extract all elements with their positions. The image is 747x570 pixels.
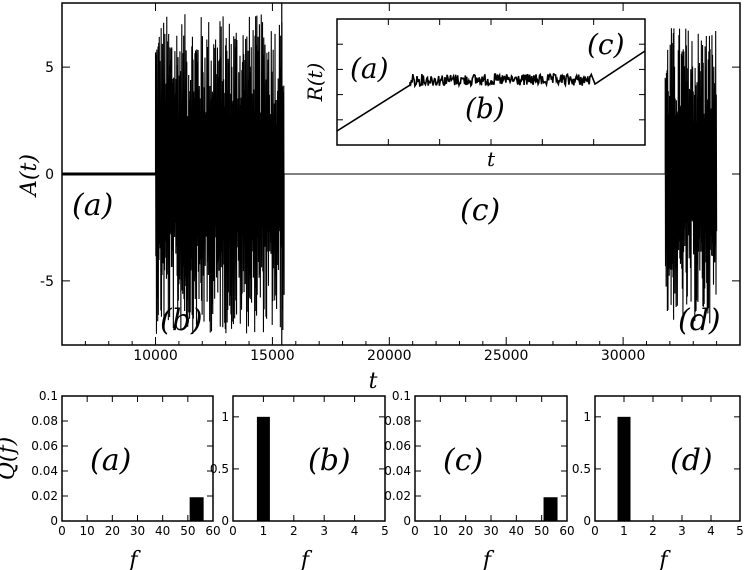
bar-chart-d: 0 1 2 3 4 5 0 0.5 1 f (d) bbox=[572, 395, 744, 570]
bar-x-tick-label: 30 bbox=[483, 524, 498, 538]
main-chart: 10000 15000 20000 25000 30000 5 0 -5 t A(t) (a) (b)… bbox=[17, 2, 741, 394]
inset-annotation-b: (b) bbox=[465, 92, 505, 125]
bar-x-tick-label: 4 bbox=[707, 524, 715, 538]
bar-x-tick-label: 5 bbox=[736, 524, 744, 538]
inset-annotation-a: (a) bbox=[350, 52, 389, 85]
annotation-d: (d) bbox=[678, 303, 721, 338]
bar-annotation: (c) bbox=[443, 443, 483, 478]
bar-x-tick-label: 1 bbox=[620, 524, 628, 538]
bar-y-tick-label: 0.08 bbox=[384, 414, 411, 428]
signal-line bbox=[62, 14, 718, 335]
bar-x-tick-label: 20 bbox=[105, 524, 120, 538]
bar-x-tick-label: 40 bbox=[155, 524, 170, 538]
bar-y-tick-label: 0 bbox=[50, 514, 58, 528]
bar-plot-frame bbox=[232, 395, 386, 522]
bar-annotation: (b) bbox=[308, 443, 351, 478]
annotation-c: (c) bbox=[460, 193, 500, 228]
x-tick-label: 25000 bbox=[484, 348, 529, 364]
bar-y-tick-label: 0.04 bbox=[31, 464, 58, 478]
inset-signal-line bbox=[336, 50, 646, 132]
x-tick-label: 10000 bbox=[133, 348, 178, 364]
bar-x-axis-label: f bbox=[127, 548, 141, 570]
bar-y-tick-label: 0 bbox=[403, 514, 411, 528]
inset-y-axis-label: R(t) bbox=[303, 63, 327, 103]
bar-y-tick-label: 0.5 bbox=[572, 462, 591, 476]
bar-x-tick-label: 2 bbox=[649, 524, 657, 538]
bar-y-tick-label: 1 bbox=[221, 410, 229, 424]
bar-x-tick-label: 60 bbox=[205, 524, 220, 538]
bar-x-tick-label: 50 bbox=[534, 524, 549, 538]
bar-chart-c: 0 10 20 30 40 50 60 0 0.02 0.04 0.06 0.08 0.1 f (c) bbox=[384, 389, 574, 570]
bar-y-tick-label: 0.02 bbox=[31, 489, 58, 503]
bar-y-tick-label: 1 bbox=[583, 410, 591, 424]
bar-annotation: (a) bbox=[90, 443, 131, 478]
bar-chart-a: 0 10 20 30 40 50 60 0 0.02 0.04 0.06 0.08 0.1 f Q(f) (a… bbox=[0, 389, 221, 570]
bar-x-tick-label: 0 bbox=[411, 524, 419, 538]
inset-x-axis-label: t bbox=[487, 147, 496, 171]
bar-y-tick-label: 0.04 bbox=[384, 464, 411, 478]
y-tick-label: -5 bbox=[40, 274, 54, 290]
bar-y-tick-label: 0.06 bbox=[31, 439, 58, 453]
bar bbox=[189, 497, 204, 521]
bar-x-tick-label: 4 bbox=[351, 524, 359, 538]
x-axis-label: t bbox=[369, 369, 378, 394]
bar-y-tick-label: 0.06 bbox=[384, 439, 411, 453]
y-tick-label: 0 bbox=[45, 167, 54, 183]
bar-x-axis-label: f bbox=[657, 548, 671, 570]
bar-x-tick-label: 3 bbox=[678, 524, 686, 538]
bar-annotation: (d) bbox=[670, 443, 713, 478]
bar-x-tick-label: 0 bbox=[591, 524, 599, 538]
x-tick-label: 30000 bbox=[601, 348, 646, 364]
bar-y-tick-label: 0.1 bbox=[39, 389, 58, 403]
inset-chart: t R(t) (a) (b) (c) bbox=[303, 18, 646, 171]
bar-y-tick-label: 0.02 bbox=[384, 489, 411, 503]
bar bbox=[617, 416, 631, 521]
bar-x-tick-label: 0 bbox=[58, 524, 66, 538]
bar-x-tick-label: 10 bbox=[80, 524, 95, 538]
bar-x-tick-label: 50 bbox=[180, 524, 195, 538]
bar-x-tick-label: 60 bbox=[559, 524, 574, 538]
bar-plot-frame bbox=[594, 395, 741, 522]
bar-x-tick-label: 0 bbox=[229, 524, 237, 538]
bar bbox=[543, 497, 558, 521]
bar-y-tick-label: 0 bbox=[221, 514, 229, 528]
x-tick-label: 15000 bbox=[250, 348, 295, 364]
bar-x-tick-label: 2 bbox=[290, 524, 298, 538]
bar-x-tick-label: 30 bbox=[130, 524, 145, 538]
bar-x-axis-label: f bbox=[481, 548, 495, 570]
y-axis-label: A(t) bbox=[17, 154, 42, 198]
bar bbox=[256, 416, 270, 521]
bar-x-tick-label: 40 bbox=[509, 524, 524, 538]
x-tick-label: 20000 bbox=[367, 348, 412, 364]
bar-chart-b: 0 1 2 3 4 5 0 0.5 1 f (b) bbox=[210, 395, 389, 570]
annotation-a: (a) bbox=[72, 188, 113, 223]
bar-x-tick-label: 20 bbox=[458, 524, 473, 538]
bar-x-tick-label: 1 bbox=[260, 524, 268, 538]
bar-y-tick-label: 0.5 bbox=[210, 462, 229, 476]
bar-y-tick-label: 0 bbox=[583, 514, 591, 528]
bar-x-tick-label: 3 bbox=[320, 524, 328, 538]
bar-y-tick-label: 0.08 bbox=[31, 414, 58, 428]
bar-y-tick-label: 0.1 bbox=[392, 389, 411, 403]
bar-x-tick-label: 5 bbox=[381, 524, 389, 538]
bar-x-axis-label: f bbox=[299, 548, 313, 570]
bar-x-tick-label: 10 bbox=[433, 524, 448, 538]
y-tick-label: 5 bbox=[45, 60, 54, 76]
inset-annotation-c: (c) bbox=[587, 28, 625, 61]
bar-y-axis-label: Q(f) bbox=[0, 437, 20, 480]
annotation-b: (b) bbox=[160, 303, 203, 338]
